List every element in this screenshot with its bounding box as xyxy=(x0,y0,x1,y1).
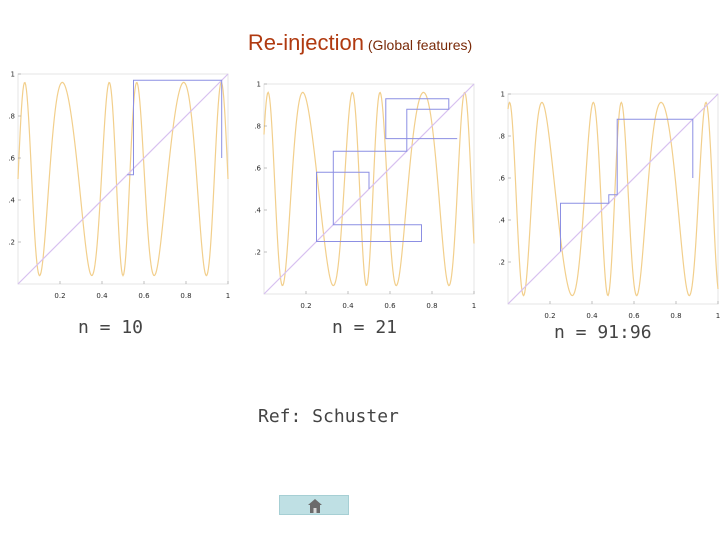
y-tick-label: 1 xyxy=(11,71,15,79)
y-tick-label: .2 xyxy=(8,239,15,247)
plot-canvas: .2 .4 .6 .8 1 0.2 0.4 0.6 0.8 1 xyxy=(498,91,720,321)
cobweb-plot-n21: .2 .4 .6 .8 1 0.2 0.4 0.6 0.8 1 xyxy=(250,80,480,316)
map-curve xyxy=(507,101,719,297)
x-tick-label: 0.4 xyxy=(96,292,108,300)
x-tick-label: 0.6 xyxy=(628,312,640,320)
x-tick-label: 0.2 xyxy=(54,292,65,300)
home-icon xyxy=(308,499,322,513)
cobweb-path xyxy=(316,98,458,242)
y-tick-label: .6 xyxy=(498,175,505,183)
y-tick-label: 1 xyxy=(501,91,505,99)
cobweb-path xyxy=(560,118,694,252)
caption-n21: n = 21 xyxy=(332,317,398,338)
plot-canvas: .2 .4 .6 .8 1 0.2 0.4 0.6 0.8 1 xyxy=(8,71,230,301)
map-curve xyxy=(17,81,229,277)
x-tick-label: 1 xyxy=(226,292,230,300)
title-main: Re-injection xyxy=(247,30,364,55)
x-tick-label: 0.6 xyxy=(138,292,150,300)
x-tick-label: 0.2 xyxy=(300,302,311,310)
cobweb-path xyxy=(127,79,223,176)
diagonal-line xyxy=(17,73,229,285)
slide-title: Re-injection (Global features) xyxy=(0,30,720,56)
map-curve xyxy=(263,91,475,287)
plot-canvas: .2 .4 .6 .8 1 0.2 0.4 0.6 0.8 1 xyxy=(254,81,476,311)
y-tick-label: .2 xyxy=(254,249,261,257)
x-tick-label: 0.6 xyxy=(384,302,396,310)
x-tick-label: 1 xyxy=(716,312,720,320)
y-tick-label: 1 xyxy=(257,81,261,89)
x-tick-label: 0.8 xyxy=(426,302,437,310)
x-tick-label: 0.4 xyxy=(342,302,354,310)
title-sub: (Global features) xyxy=(364,37,473,53)
y-tick-label: .4 xyxy=(498,217,505,225)
x-tick-label: 1 xyxy=(472,302,476,310)
y-tick-label: .8 xyxy=(498,133,505,141)
diagonal-line xyxy=(507,93,719,305)
caption-n10: n = 10 xyxy=(78,317,144,338)
x-tick-label: 0.8 xyxy=(670,312,681,320)
x-tick-label: 0.2 xyxy=(544,312,555,320)
y-tick-label: .4 xyxy=(254,207,261,215)
y-tick-label: .6 xyxy=(8,155,15,163)
y-tick-label: .4 xyxy=(8,197,15,205)
plot-frame xyxy=(263,83,475,295)
plot-frame xyxy=(507,93,719,305)
cobweb-plot-n91-96: .2 .4 .6 .8 1 0.2 0.4 0.6 0.8 1 xyxy=(494,90,720,326)
x-tick-label: 0.4 xyxy=(586,312,598,320)
y-tick-label: .8 xyxy=(8,113,15,121)
y-tick-label: .6 xyxy=(254,165,261,173)
y-tick-label: .8 xyxy=(254,123,261,131)
reference-text: Ref: Schuster xyxy=(258,406,399,427)
x-tick-label: 0.8 xyxy=(180,292,191,300)
y-tick-label: .2 xyxy=(498,259,505,267)
caption-n91-96: n = 91:96 xyxy=(554,322,652,343)
home-button[interactable] xyxy=(279,495,349,515)
cobweb-plot-n10: .2 .4 .6 .8 1 0.2 0.4 0.6 0.8 1 xyxy=(4,70,234,306)
